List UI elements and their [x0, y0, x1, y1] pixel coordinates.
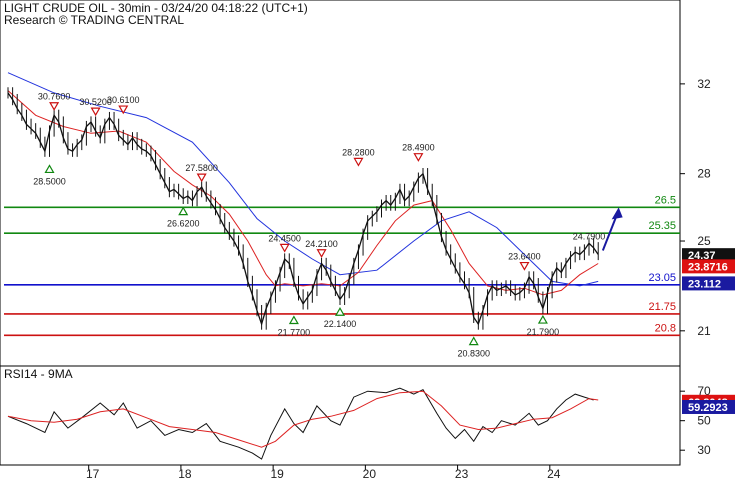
projection-arrow-layer	[601, 207, 623, 251]
high-marker-icon	[519, 261, 530, 271]
high-marker-icon	[316, 249, 327, 258]
low-label: 22.1400	[324, 319, 357, 329]
high-label: 30.6100	[107, 95, 140, 105]
low-marker-icon	[44, 164, 55, 174]
level-label: 26.5	[655, 194, 676, 206]
x-tick-label: 23	[455, 467, 469, 480]
low-label: 20.8300	[457, 349, 490, 359]
y-tick-label: 25	[697, 234, 711, 248]
y-tick-label: 28	[697, 167, 711, 181]
level-label: 20.8	[655, 322, 676, 334]
level-label: 23.05	[648, 272, 676, 284]
price-layer	[7, 87, 599, 330]
ma-fast-tag-bg	[682, 259, 735, 274]
x-tick-label: 24	[547, 467, 561, 480]
rsi-title: RSI14 - 9MA	[4, 367, 73, 381]
level-label: 21.75	[648, 301, 676, 313]
low-marker-icon	[288, 315, 299, 325]
axes-layer: 32 28 25 21 70 50 30 17 18 19 20 23 24	[86, 77, 711, 480]
ma-slow-tag-bg	[682, 276, 735, 291]
high-marker-icon	[413, 153, 424, 162]
x-tick-label: 17	[86, 467, 100, 480]
ma-slow-line	[7, 72, 599, 287]
low-marker-icon	[178, 206, 189, 216]
high-label: 23.6400	[508, 252, 541, 262]
level-label: 25.35	[648, 220, 676, 232]
low-marker-icon	[537, 314, 548, 324]
high-label: 30.5200	[79, 97, 112, 107]
x-tick-label: 18	[178, 467, 192, 480]
high-label: 28.4900	[402, 143, 435, 153]
high-marker-icon	[49, 102, 60, 111]
high-label: 24.4500	[268, 233, 301, 243]
chart-source: Research © TRADING CENTRAL	[4, 13, 184, 27]
high-label: 24.2100	[305, 239, 338, 249]
low-label: 26.6200	[167, 219, 200, 229]
rsi-ma-line	[7, 390, 599, 448]
rsi-ma-tag: 59.2923	[688, 402, 728, 414]
high-marker-icon	[196, 173, 207, 183]
low-marker-icon	[468, 336, 479, 346]
last-price-tag-bg	[682, 248, 735, 263]
rsi-line	[7, 387, 594, 460]
x-tick-label: 20	[363, 467, 377, 480]
projection-arrowhead-icon	[611, 207, 623, 220]
target-label: 24.7900	[573, 232, 606, 242]
y-tick-label: 21	[697, 324, 711, 338]
rsi-y-tick-label: 30	[697, 443, 711, 457]
high-marker-icon	[279, 243, 290, 253]
high-marker-icon	[118, 105, 129, 115]
chart-title: LIGHT CRUDE OIL - 30min - 03/24/20 04:18…	[4, 1, 308, 15]
high-label: 28.2800	[342, 147, 375, 157]
x-tick-label: 19	[270, 467, 284, 480]
low-label: 21.7900	[527, 327, 560, 337]
high-marker-icon	[90, 107, 101, 117]
rsi-ma-tag-bg	[682, 399, 735, 414]
rsi-y-tick-label: 70	[697, 384, 711, 398]
rsi-panel-frame	[0, 365, 681, 466]
rsi-layer	[7, 387, 599, 460]
low-label: 21.7700	[278, 328, 311, 338]
projection-arrow-shaft	[601, 214, 618, 251]
high-marker-icon	[353, 157, 364, 167]
ma-slow-tag: 23.112	[688, 278, 721, 290]
ma-fast-tag: 23.8716	[688, 261, 728, 273]
high-label: 27.5800	[185, 163, 218, 173]
y-tick-label: 32	[697, 77, 711, 91]
low-marker-icon	[334, 307, 346, 316]
last-price-tag: 24.37	[688, 250, 716, 262]
high-label: 30.7600	[38, 92, 71, 102]
low-label: 28.5000	[33, 176, 66, 186]
rsi-y-tick-label: 50	[697, 414, 711, 428]
